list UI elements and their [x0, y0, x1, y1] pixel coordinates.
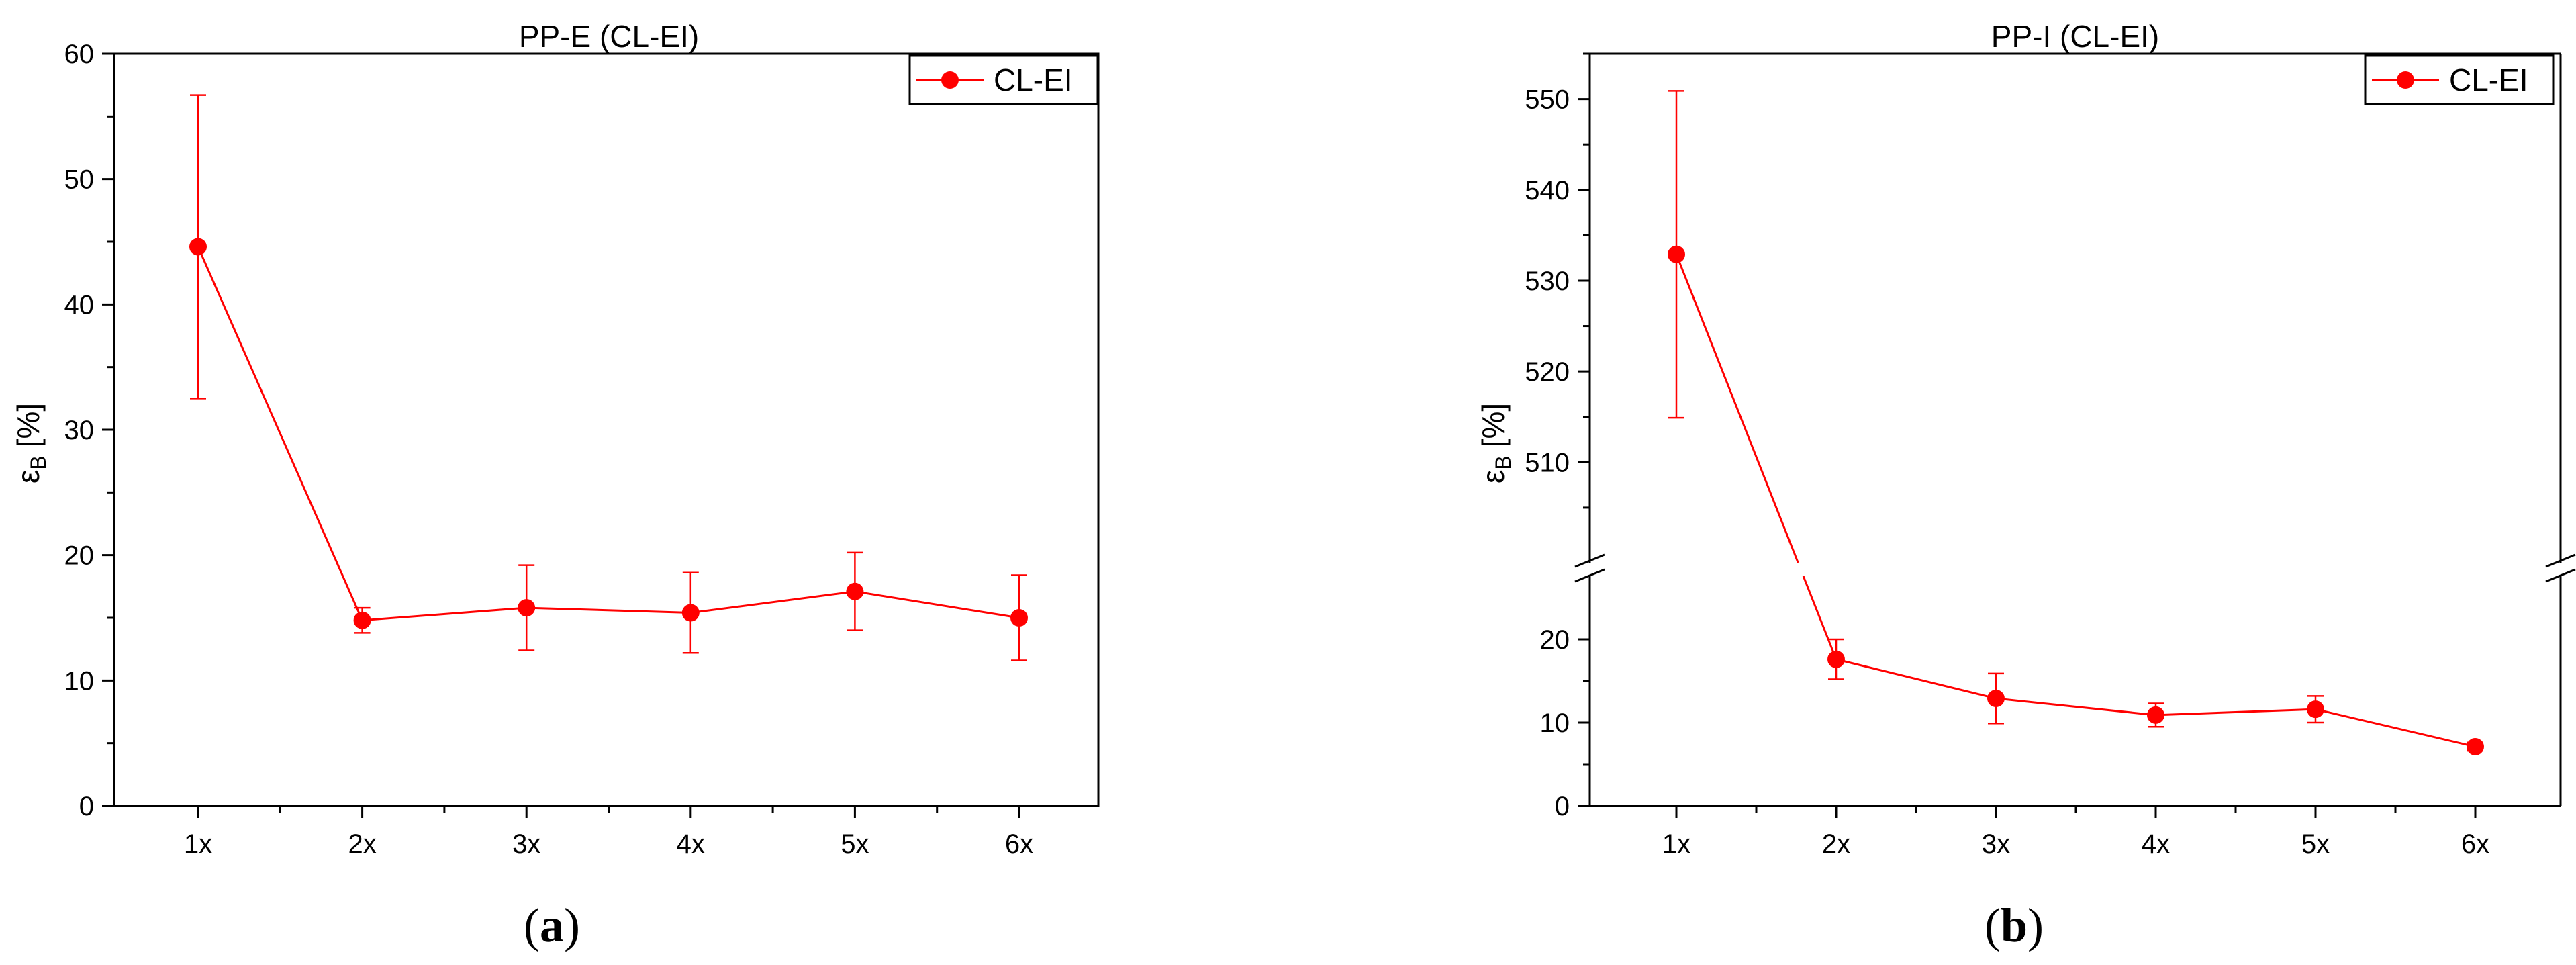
data-point — [353, 611, 371, 629]
series-line-segment — [1835, 658, 1997, 700]
legend-label-b: CL-EI — [2449, 62, 2528, 97]
y-tick-label: 20 — [1540, 625, 1570, 655]
y-tick-label: 50 — [64, 165, 95, 195]
x-tick-label: 5x — [841, 829, 869, 859]
series-line-segment — [1802, 576, 1838, 660]
chart-title-b: PP-I (CL-EI) — [1991, 19, 2159, 54]
x-tick-label: 4x — [2142, 829, 2170, 859]
x-tick-label: 2x — [348, 829, 376, 859]
data-point — [518, 599, 536, 617]
y-axis-label-a: εB [%] — [11, 403, 50, 484]
y-axis-label-unit-b: [%] — [1476, 403, 1511, 447]
series-line — [197, 246, 1020, 622]
legend-a: CL-EI — [908, 54, 1099, 105]
y-axis-label-symbol-b: ε — [1476, 470, 1511, 484]
y-tick-label: 550 — [1525, 85, 1570, 115]
y-tick-label: 10 — [1540, 708, 1570, 738]
y-axis-label-subscript-b: B — [1491, 455, 1515, 469]
marks-a: 0 10 20 30 40 50 60 1x 2x 3x 4x 5x 6x — [64, 40, 1100, 859]
axis-break-mark — [2545, 568, 2576, 583]
y-tick-label: 10 — [64, 666, 95, 696]
x-tick-label: 4x — [677, 829, 705, 859]
y-axis-label-b: εB [%] — [1476, 403, 1515, 484]
series-line-segment — [1995, 697, 2156, 717]
axis-break-mark — [1574, 553, 1605, 568]
y-tick-label: 20 — [64, 541, 95, 571]
x-tick-label: 1x — [1662, 829, 1690, 859]
chart-title-a: PP-E (CL-EI) — [519, 19, 699, 54]
y-tick-label: 510 — [1525, 448, 1570, 477]
y-tick-label: 60 — [64, 40, 95, 69]
panel-label-a: (a) — [524, 899, 580, 952]
data-point — [1827, 650, 1845, 668]
data-point — [1987, 690, 2005, 708]
x-tick-label: 3x — [512, 829, 540, 859]
data-point — [189, 238, 207, 256]
y-tick-label: 540 — [1525, 176, 1570, 205]
y-tick-label: 40 — [64, 290, 95, 320]
axis-break-mark — [2545, 553, 2576, 568]
legend-marker-b — [2397, 71, 2414, 89]
data-point — [2467, 737, 2484, 755]
series-line-segment — [2155, 708, 2316, 717]
y-tick-label: 30 — [64, 416, 95, 445]
data-point — [846, 582, 864, 600]
x-tick-label: 1x — [184, 829, 212, 859]
x-tick-label: 6x — [1005, 829, 1033, 859]
chart-panel-a: PP-E (CL-EI) εB [%] 0 10 20 30 40 50 60 1x 2x 3x 4x… — [11, 19, 1100, 859]
legend-box-a — [908, 54, 1099, 105]
y-axis-label-symbol-a: ε — [11, 470, 46, 484]
series-line-segment — [2315, 708, 2476, 748]
y-tick-label: 0 — [79, 792, 94, 821]
data-point — [1010, 609, 1028, 627]
legend-label-a: CL-EI — [994, 62, 1073, 97]
legend-b: CL-EI — [2364, 54, 2555, 105]
plot-frame — [113, 52, 1100, 807]
x-tick-label: 2x — [1822, 829, 1850, 859]
y-axis-label-unit-a: [%] — [11, 403, 46, 447]
data-point — [2147, 706, 2164, 724]
x-tick-label: 6x — [2461, 829, 2489, 859]
series-line-segment — [1675, 254, 1799, 563]
legend-marker-a — [941, 71, 959, 89]
data-point — [1668, 245, 1685, 263]
panel-letter-a: a — [540, 899, 564, 952]
chart-panel-b: PP-I (CL-EI) εB [%] 510 520 530 540 550 0 10 20 1… — [1476, 19, 2576, 859]
data-point — [2307, 700, 2324, 719]
y-tick-label: 0 — [1555, 792, 1570, 821]
y-axis-label-subscript-a: B — [26, 455, 50, 469]
axis-break-mark — [1574, 568, 1605, 583]
x-tick-label: 3x — [1982, 829, 2010, 859]
y-tick-label: 530 — [1525, 267, 1570, 296]
panel-label-b: (b) — [1985, 899, 2044, 952]
y-tick-label: 520 — [1525, 357, 1570, 387]
x-tick-label: 5x — [2301, 829, 2330, 859]
panel-letter-b: b — [2001, 899, 2028, 952]
marks-b: 510 520 530 540 550 0 10 20 1x 2x 3x 4x 5x 6x — [1525, 52, 2576, 859]
data-point — [681, 604, 700, 622]
